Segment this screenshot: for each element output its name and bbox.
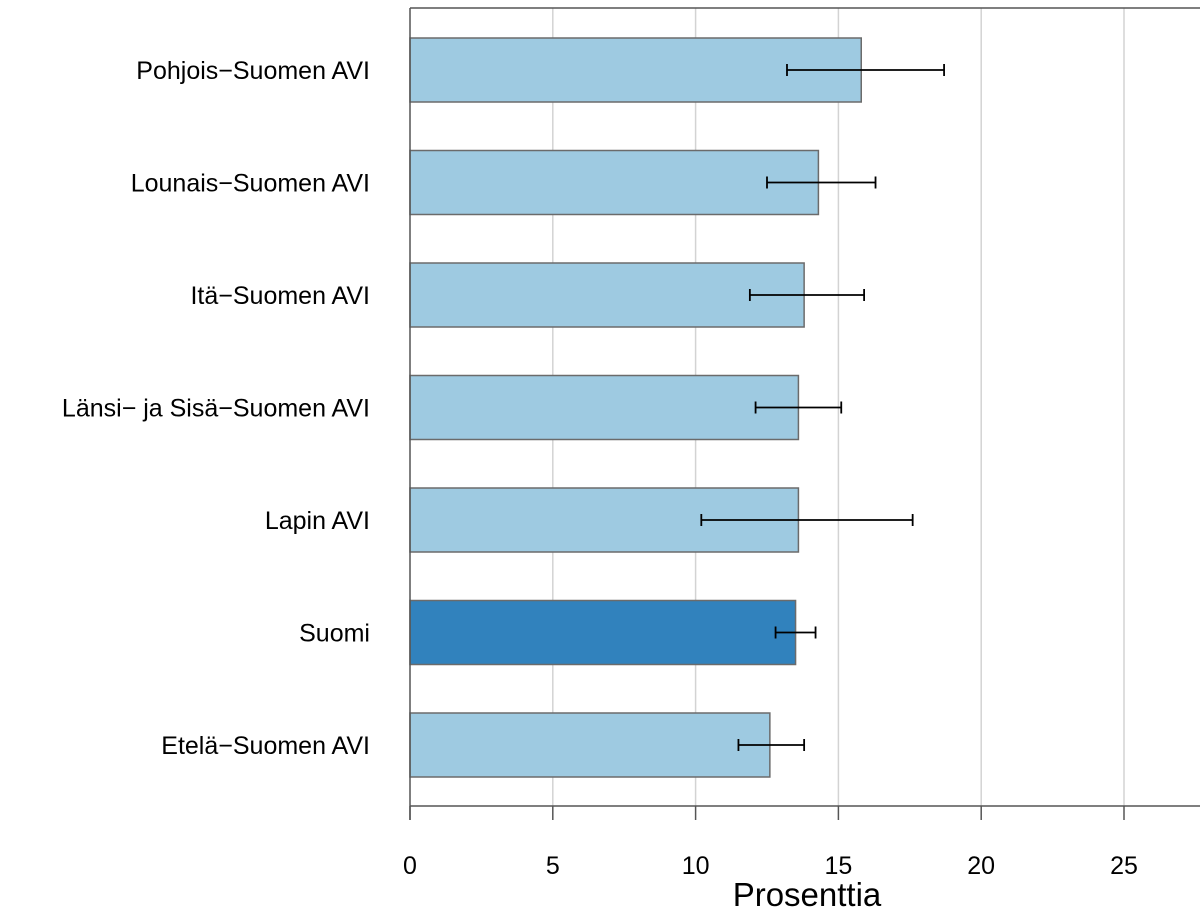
category-label-3: Länsi− ja Sisä−Suomen AVI — [62, 395, 370, 423]
x-tick-label: 10 — [682, 852, 710, 880]
x-tick-label: 0 — [403, 852, 417, 880]
x-tick-label: 20 — [967, 852, 995, 880]
error-bar-4 — [700, 514, 914, 526]
x-tick-label: 25 — [1110, 852, 1138, 880]
axes — [409, 7, 1200, 820]
error-bar-1 — [766, 176, 877, 189]
category-labels: Pohjois−Suomen AVI Lounais−Suomen AVI Itä−… — [62, 57, 370, 760]
category-label-1: Lounais−Suomen AVI — [131, 170, 370, 198]
error-bar-2 — [748, 289, 866, 301]
bar-2 — [409, 262, 805, 328]
error-bar-3 — [754, 401, 843, 414]
error-bar-6 — [737, 739, 806, 751]
category-label-6: Etelä−Suomen AVI — [161, 732, 370, 760]
category-label-0: Pohjois−Suomen AVI — [136, 57, 370, 85]
error-bars — [700, 64, 945, 751]
bar-1 — [409, 149, 820, 216]
bar-3 — [409, 374, 800, 441]
error-bar-5 — [774, 626, 817, 639]
bar-5 — [409, 599, 797, 666]
category-label-2: Itä−Suomen AVI — [190, 282, 370, 310]
error-bar-0 — [786, 64, 945, 76]
x-tick-label: 15 — [824, 852, 852, 880]
x-tick-label: 5 — [546, 852, 560, 880]
bar-0 — [409, 37, 862, 103]
x-axis-title: Prosenttia — [733, 876, 882, 913]
bar-6 — [409, 712, 771, 778]
tick-labels: 0 5 10 15 20 25 — [403, 852, 1138, 880]
category-label-4: Lapin AVI — [265, 507, 370, 535]
category-label-5: Suomi — [299, 620, 370, 648]
